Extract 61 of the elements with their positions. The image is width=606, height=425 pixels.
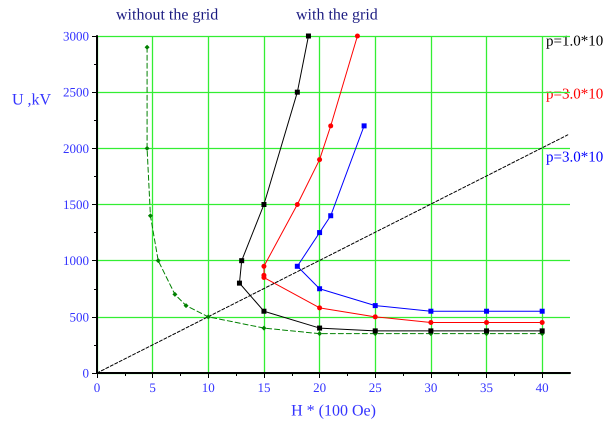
point xyxy=(484,308,490,314)
x-tick-label: 15 xyxy=(257,380,270,395)
point xyxy=(317,305,322,310)
text: p=3.0*10 xyxy=(546,150,604,166)
point xyxy=(148,213,153,218)
point xyxy=(484,320,490,325)
point xyxy=(144,146,150,151)
point xyxy=(372,328,378,334)
text: p=1.0*10 xyxy=(546,34,604,50)
point xyxy=(317,286,322,292)
point xyxy=(354,34,360,38)
point xyxy=(317,326,322,331)
x-tick-label: 5 xyxy=(149,380,156,395)
x-tick-label: 40 xyxy=(536,380,549,395)
point xyxy=(294,90,300,95)
point xyxy=(428,328,434,334)
y-tick-label: 2000 xyxy=(63,140,89,156)
y-tick-label: 1000 xyxy=(63,253,89,268)
y-tick-label: 1500 xyxy=(63,197,89,212)
point xyxy=(372,303,378,308)
point xyxy=(540,328,545,334)
point xyxy=(261,326,266,331)
y-tick-label: 3000 xyxy=(63,28,89,44)
point xyxy=(317,230,322,236)
point xyxy=(206,314,211,320)
y-tick-label: 0 xyxy=(82,366,89,380)
point xyxy=(428,308,434,314)
x-tick-label: 35 xyxy=(480,380,494,395)
point xyxy=(294,264,300,269)
point xyxy=(156,258,161,264)
point xyxy=(372,314,378,320)
point xyxy=(261,308,266,314)
point xyxy=(328,123,334,128)
x-tick-label: 10 xyxy=(202,380,215,395)
text: with the grid xyxy=(296,6,378,24)
point xyxy=(184,303,189,308)
point xyxy=(317,157,322,162)
x-tick-label: 20 xyxy=(313,380,326,395)
point xyxy=(328,213,334,218)
x-tick-label: 25 xyxy=(368,380,382,395)
point xyxy=(261,264,266,269)
x-axis-title: H * (100 Oe) xyxy=(291,402,376,420)
text: without the grid xyxy=(116,6,218,24)
point xyxy=(362,123,367,128)
x-tick-label: 30 xyxy=(424,380,438,395)
y-axis-title: U ,kV xyxy=(12,92,52,108)
point xyxy=(540,320,545,325)
point xyxy=(261,202,266,207)
point xyxy=(540,308,545,314)
point xyxy=(306,34,311,38)
point xyxy=(239,258,244,264)
point xyxy=(428,320,434,325)
point xyxy=(236,280,242,286)
point xyxy=(317,331,322,336)
point xyxy=(144,44,150,50)
y-tick-label: 500 xyxy=(70,309,89,324)
y-tick-label: 2500 xyxy=(63,84,89,100)
point xyxy=(484,328,490,334)
x-tick-label: 0 xyxy=(94,380,100,395)
point xyxy=(294,202,300,207)
point xyxy=(172,292,178,297)
